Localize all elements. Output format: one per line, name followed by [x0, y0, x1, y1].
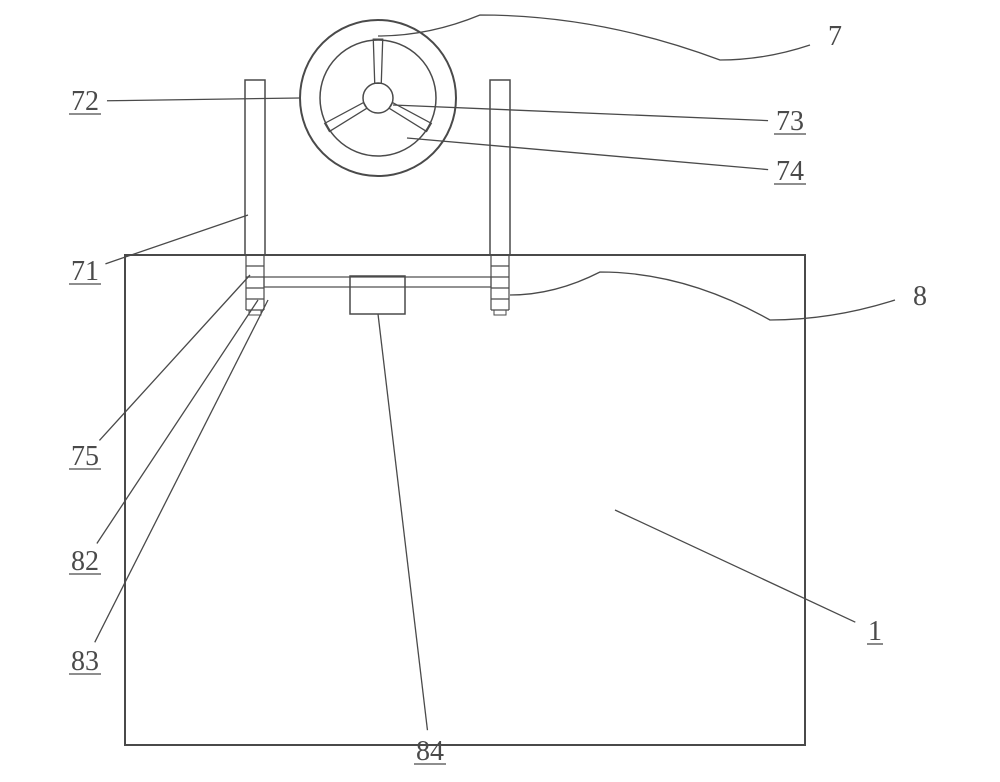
label-83: 83	[71, 646, 99, 677]
leader-82	[97, 300, 258, 543]
label-8: 8	[913, 281, 927, 312]
leader-74	[407, 138, 768, 170]
label-1: 1	[868, 616, 882, 647]
fan-assembly	[300, 20, 456, 176]
fan-blade	[325, 102, 367, 131]
leader-73	[393, 105, 768, 121]
label-82: 82	[71, 546, 99, 577]
label-7: 7	[828, 21, 842, 52]
label-74: 74	[776, 156, 804, 187]
crossbar	[264, 277, 491, 287]
post-left	[245, 80, 265, 255]
leader-72	[107, 98, 300, 101]
leader-83	[95, 300, 268, 642]
main-box	[125, 255, 805, 745]
fan-blade	[373, 39, 382, 83]
threaded-rod	[491, 255, 509, 315]
label-75: 75	[71, 441, 99, 472]
threaded-rod	[246, 255, 264, 315]
post-right	[490, 80, 510, 255]
label-72: 72	[71, 86, 99, 117]
leader-84	[378, 314, 427, 730]
leader-71	[105, 215, 248, 264]
leader-1	[615, 510, 855, 622]
label-71: 71	[71, 256, 99, 287]
label-73: 73	[776, 106, 804, 137]
motor	[350, 276, 405, 314]
leader-8	[510, 272, 895, 320]
label-84: 84	[416, 736, 444, 767]
leader-75	[99, 275, 250, 440]
